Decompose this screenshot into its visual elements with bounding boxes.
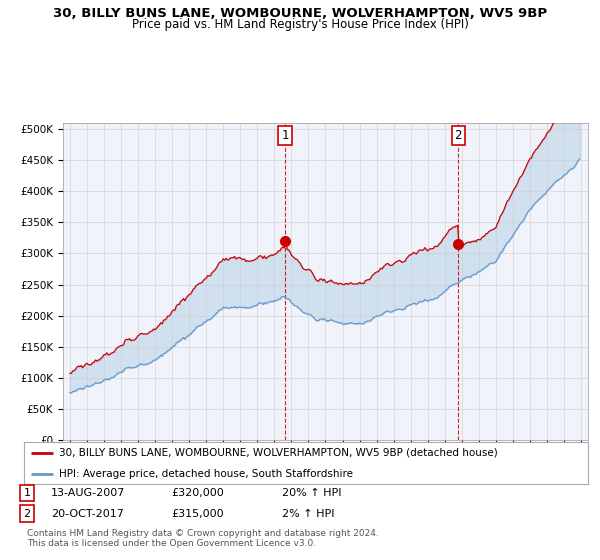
Text: 13-AUG-2007: 13-AUG-2007 xyxy=(51,488,125,498)
Text: 1: 1 xyxy=(281,129,289,142)
Text: Price paid vs. HM Land Registry's House Price Index (HPI): Price paid vs. HM Land Registry's House … xyxy=(131,18,469,31)
Text: This data is licensed under the Open Government Licence v3.0.: This data is licensed under the Open Gov… xyxy=(27,539,316,548)
Text: £320,000: £320,000 xyxy=(171,488,224,498)
Text: 2: 2 xyxy=(455,129,462,142)
Text: 30, BILLY BUNS LANE, WOMBOURNE, WOLVERHAMPTON, WV5 9BP: 30, BILLY BUNS LANE, WOMBOURNE, WOLVERHA… xyxy=(53,7,547,20)
Text: Contains HM Land Registry data © Crown copyright and database right 2024.: Contains HM Land Registry data © Crown c… xyxy=(27,529,379,538)
Text: 2% ↑ HPI: 2% ↑ HPI xyxy=(282,508,335,519)
Text: 20% ↑ HPI: 20% ↑ HPI xyxy=(282,488,341,498)
Text: £315,000: £315,000 xyxy=(171,508,224,519)
Text: HPI: Average price, detached house, South Staffordshire: HPI: Average price, detached house, Sout… xyxy=(59,469,353,479)
Text: 30, BILLY BUNS LANE, WOMBOURNE, WOLVERHAMPTON, WV5 9BP (detached house): 30, BILLY BUNS LANE, WOMBOURNE, WOLVERHA… xyxy=(59,448,498,458)
Text: 2: 2 xyxy=(23,508,31,519)
Text: 20-OCT-2017: 20-OCT-2017 xyxy=(51,508,124,519)
Text: 1: 1 xyxy=(23,488,31,498)
